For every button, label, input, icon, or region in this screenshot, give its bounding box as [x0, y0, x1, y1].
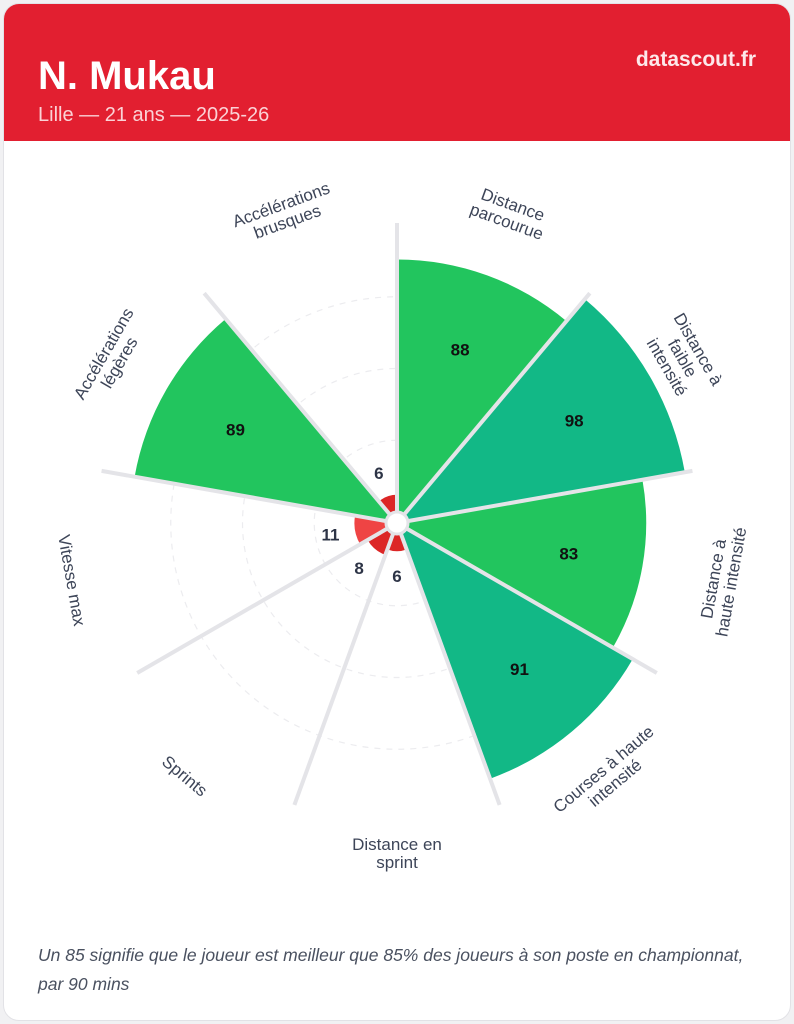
category-label: Distanceparcourue	[467, 183, 552, 244]
sector-divider	[292, 522, 399, 806]
header: N. Mukau Lille — 21 ans — 2025-26 datasc…	[4, 4, 790, 141]
value-wedge	[134, 318, 390, 522]
value-label: 6	[392, 567, 401, 586]
sector-divider	[136, 521, 399, 675]
value-label: 6	[374, 464, 383, 483]
player-name: N. Mukau	[38, 54, 216, 98]
center-hole	[384, 510, 410, 536]
footnote: Un 85 signifie que le joueur est meilleu…	[38, 945, 744, 994]
category-label: Sprints	[158, 752, 211, 801]
sector-divider	[202, 291, 399, 525]
sector-background	[205, 225, 397, 515]
value-label: 91	[510, 660, 529, 679]
value-wedge	[404, 299, 685, 522]
player-subtitle: Lille — 21 ans — 2025-26	[38, 104, 270, 126]
sector-divider	[395, 522, 502, 806]
sector-divider	[395, 521, 658, 675]
category-label: Vitesse max	[54, 533, 89, 628]
value-label: 88	[451, 341, 470, 360]
value-wedge	[354, 515, 388, 545]
value-label: 83	[559, 544, 578, 563]
value-wedge	[397, 259, 567, 515]
value-label: 89	[226, 421, 245, 440]
category-label-line: Distance en	[352, 835, 442, 854]
brand-link[interactable]: datascout.fr	[635, 48, 756, 71]
category-label-line: sprint	[376, 853, 418, 872]
sector-divider	[395, 291, 592, 525]
sector-background	[138, 528, 394, 804]
value-label: 98	[565, 412, 584, 431]
category-label-line: Sprints	[158, 752, 211, 801]
value-label: 11	[321, 526, 339, 545]
category-label-line: Vitesse max	[54, 533, 89, 628]
value-wedge	[406, 479, 647, 648]
sector-divider	[396, 468, 693, 525]
category-label: Distance àhaute intensité	[695, 523, 751, 638]
value-wedge	[378, 494, 397, 515]
value-wedge	[400, 528, 633, 779]
sector-divider	[101, 468, 398, 525]
category-label: Distance en sprint	[352, 835, 442, 872]
player-card: N. Mukau Lille — 21 ans — 2025-26 datasc…	[3, 3, 791, 1021]
value-label: 8	[354, 559, 363, 578]
